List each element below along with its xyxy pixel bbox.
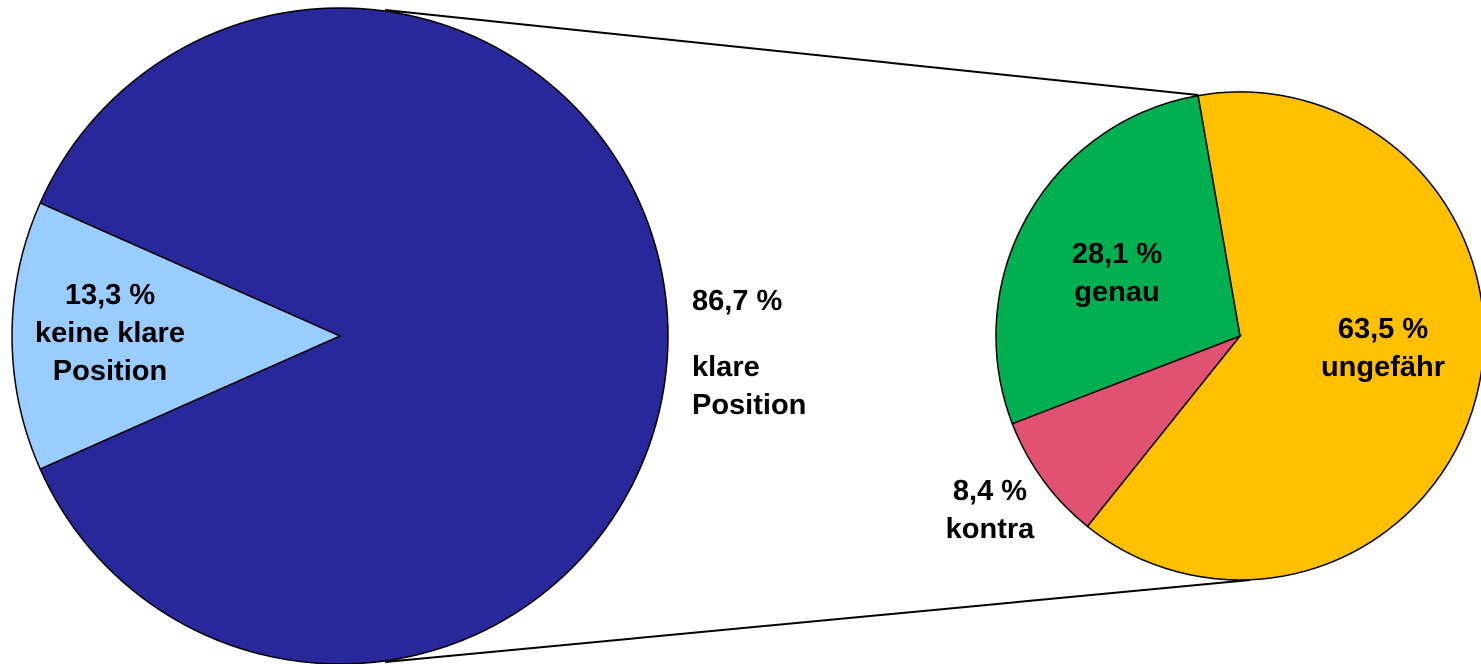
value-label: 13,3 %	[64, 279, 156, 311]
pie-slice	[11, 201, 342, 471]
slice-label: 63,5 % ungefähr	[1283, 310, 1481, 386]
category-label: keine klare Position	[35, 317, 185, 387]
value-label: 86,7 %	[692, 285, 783, 317]
category-label: ungefähr	[1320, 351, 1446, 383]
slice-label: 13,3 % keine klare Position	[0, 276, 220, 390]
pie-slice	[995, 94, 1241, 425]
value-label: 28,1 %	[1071, 238, 1163, 270]
category-label: kontra	[945, 513, 1035, 545]
connector-line	[384, 579, 1251, 663]
category-label: genau	[1074, 276, 1160, 308]
category-label: klare Position	[692, 351, 807, 421]
pie-slice	[1086, 91, 1481, 581]
slice-label: 86,7 % klare Position	[692, 282, 862, 424]
slice-label: 8,4 % kontra	[920, 472, 1060, 548]
value-label: 8,4 %	[952, 475, 1028, 507]
value-label: 63,5 %	[1337, 313, 1429, 345]
slice-label: 28,1 % genau	[1037, 235, 1197, 311]
connector-line	[384, 9, 1199, 96]
pie-slice	[1011, 334, 1243, 528]
pie-slice	[39, 7, 669, 664]
